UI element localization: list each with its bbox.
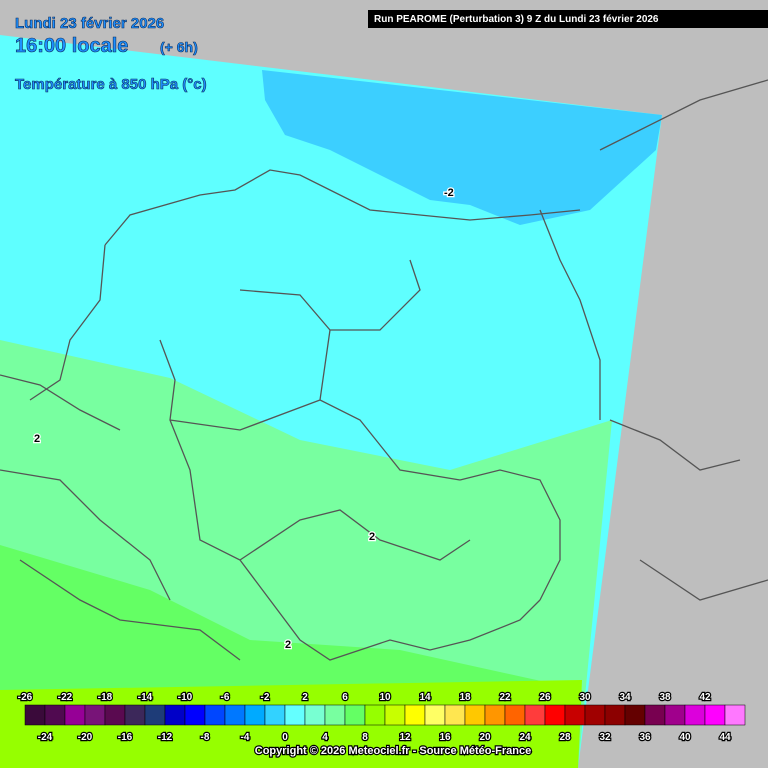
legend-label: 18 (459, 692, 471, 703)
legend-swatch (24, 704, 46, 726)
borders-west (0, 374, 241, 661)
legend-swatch (344, 704, 366, 726)
legend-label: 0 (282, 732, 288, 743)
legend-swatch (244, 704, 266, 726)
legend-label: 30 (579, 692, 591, 703)
legend-label: 8 (362, 732, 368, 743)
legend-swatch (304, 704, 326, 726)
date: Lundi 23 février 2026 (15, 15, 164, 32)
variable: Température à 850 hPa (°c) (15, 76, 207, 93)
legend-label: 4 (322, 732, 328, 743)
legend-label: 12 (399, 732, 411, 743)
legend-label: 26 (539, 692, 551, 703)
legend-label: -10 (178, 692, 193, 703)
legend-swatch (604, 704, 626, 726)
legend-label: 40 (679, 732, 691, 743)
legend-label: 2 (302, 692, 308, 703)
legend-swatch (464, 704, 486, 726)
legend-swatch (704, 704, 726, 726)
borders (29, 79, 768, 661)
legend-swatch (644, 704, 666, 726)
legend-label: 24 (519, 732, 531, 743)
legend-swatch (324, 704, 346, 726)
contour-label: 2 (369, 531, 375, 543)
legend-label: -4 (241, 732, 250, 743)
run-banner: Run PEAROME (Perturbation 3) 9 Z du Lund… (374, 14, 659, 25)
run-banner-bg (368, 10, 768, 28)
legend-swatch (264, 704, 286, 726)
legend-swatch (144, 704, 166, 726)
legend-swatch (384, 704, 406, 726)
legend-swatch (684, 704, 706, 726)
copyright: Copyright © 2026 Meteociel.fr - Source M… (255, 745, 531, 757)
legend-label: -14 (138, 692, 153, 703)
legend-label: 6 (342, 692, 348, 703)
legend-label: 42 (699, 692, 711, 703)
legend-swatch (104, 704, 126, 726)
legend-label: -16 (118, 732, 133, 743)
legend-label: -12 (158, 732, 173, 743)
legend-swatch (724, 704, 746, 726)
legend-label: -24 (38, 732, 53, 743)
legend-swatch (444, 704, 466, 726)
legend-swatch (44, 704, 66, 726)
legend-label: 22 (499, 692, 511, 703)
legend-swatch (484, 704, 506, 726)
legend-swatch (364, 704, 386, 726)
legend-label: 14 (419, 692, 431, 703)
legend-label: 10 (379, 692, 391, 703)
legend-swatch (584, 704, 606, 726)
legend-swatch (224, 704, 246, 726)
offset: (+ 6h) (160, 39, 198, 55)
zone-blue (262, 70, 662, 225)
legend-swatch (284, 704, 306, 726)
legend-swatch (564, 704, 586, 726)
legend-swatch (664, 704, 686, 726)
legend-swatch (184, 704, 206, 726)
legend-label: 32 (599, 732, 611, 743)
legend-label: -6 (221, 692, 230, 703)
legend-label: 38 (659, 692, 671, 703)
legend-label: -20 (78, 732, 93, 743)
time: 16:00 locale (15, 35, 128, 57)
legend-label: -2 (261, 692, 270, 703)
legend-label: -22 (58, 692, 73, 703)
legend-label: -18 (98, 692, 113, 703)
legend-label: -26 (18, 692, 33, 703)
legend-label: 28 (559, 732, 571, 743)
legend-swatch (404, 704, 426, 726)
legend-swatch (124, 704, 146, 726)
legend-swatch (524, 704, 546, 726)
legend-label: 16 (439, 732, 451, 743)
legend-swatch (64, 704, 86, 726)
legend-label: 20 (479, 732, 491, 743)
legend-swatch (624, 704, 646, 726)
legend-swatch (544, 704, 566, 726)
legend-swatch (84, 704, 106, 726)
legend-label: 44 (719, 732, 731, 743)
legend-swatch (204, 704, 226, 726)
legend-label: 34 (619, 692, 631, 703)
legend-swatch (164, 704, 186, 726)
contour-label: -2 (444, 187, 454, 199)
contour-label: 2 (34, 433, 40, 445)
legend-label: 36 (639, 732, 651, 743)
contour-label: 2 (285, 639, 291, 651)
legend-swatch (504, 704, 526, 726)
legend-label: -8 (201, 732, 210, 743)
legend-swatch (424, 704, 446, 726)
